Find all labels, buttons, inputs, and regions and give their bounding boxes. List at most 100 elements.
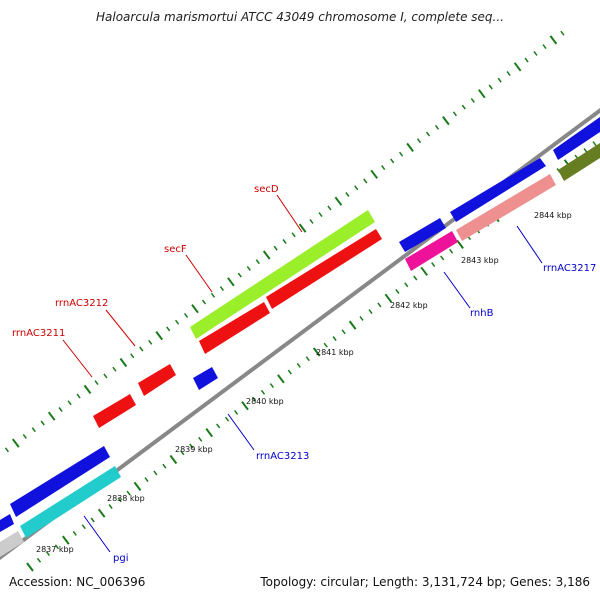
tick-mark — [296, 362, 301, 368]
tick-mark — [227, 277, 235, 287]
tick-mark — [327, 205, 332, 211]
feature-rrnAC3213 — [193, 367, 218, 390]
scale-label: 2838 kbp — [107, 494, 145, 503]
tick-mark — [477, 89, 486, 99]
tick-mark — [440, 255, 445, 261]
tick-mark — [488, 84, 493, 90]
tick-mark — [112, 366, 117, 372]
tick-mark — [542, 44, 547, 50]
tick-mark — [45, 551, 51, 557]
tick-mark — [318, 212, 323, 218]
tick-mark — [413, 275, 418, 281]
scale-label: 2840 kbp — [246, 397, 284, 406]
tick-mark — [166, 326, 171, 332]
tick-mark — [225, 416, 230, 422]
tick-mark — [513, 62, 522, 72]
tick-mark — [370, 169, 379, 179]
feature-gray — [0, 531, 24, 557]
scale-label: 2844 kbp — [534, 211, 572, 220]
tick-mark — [323, 342, 328, 348]
tick-mark — [144, 477, 149, 483]
feature-blue-top-small — [399, 218, 446, 252]
feature-secD — [190, 210, 375, 339]
tick-mark — [241, 401, 249, 411]
tick-mark — [341, 329, 346, 335]
gene-label-rrnAC3212: rrnAC3212 — [55, 298, 108, 309]
tick-mark — [255, 259, 260, 265]
tick-mark — [31, 427, 36, 433]
tick-mark — [461, 104, 466, 110]
feature-rrnAC3217 — [456, 174, 556, 241]
tick-mark — [119, 357, 128, 368]
tick-mark — [404, 282, 409, 288]
tick-mark — [431, 262, 436, 268]
tick-mark — [334, 196, 343, 206]
tick-mark — [162, 463, 167, 469]
tick-mark — [449, 248, 454, 254]
tick-mark — [198, 436, 203, 442]
tick-mark — [175, 319, 180, 325]
feature-red-left-long — [199, 302, 270, 354]
feature-blue-upper-right — [553, 117, 600, 160]
tick-mark — [332, 336, 337, 341]
tick-mark — [262, 250, 271, 260]
tick-mark — [26, 562, 34, 572]
tick-mark — [67, 400, 72, 406]
gene-label-rrnAC3213: rrnAC3213 — [256, 451, 309, 462]
tick-mark — [377, 302, 382, 308]
leader-lines — [62, 194, 543, 553]
tick-mark — [277, 374, 285, 384]
tick-mark — [90, 517, 95, 523]
tick-mark — [184, 312, 189, 318]
scale-label: 2841 kbp — [316, 348, 354, 357]
tick-mark — [354, 185, 359, 191]
tick-mark — [452, 111, 457, 117]
tick-mark — [130, 353, 135, 359]
tick-mark — [234, 409, 239, 415]
tick-mark — [345, 192, 350, 197]
tick-mark — [260, 389, 266, 395]
tick-mark — [282, 239, 287, 244]
map-title: Haloarcula marismortui ATCC 43049 chromo… — [96, 10, 504, 24]
tick-mark — [291, 232, 296, 238]
tick-mark — [97, 508, 106, 518]
gene-label-rnhB: rnhB — [470, 308, 494, 319]
tick-mark — [103, 373, 108, 379]
tick-mark — [61, 535, 70, 545]
gene-label-rrnAC3211: rrnAC3211 — [12, 328, 65, 339]
tick-mark — [251, 396, 257, 402]
tick-mark — [359, 315, 364, 321]
tick-mark — [4, 447, 9, 453]
tick-mark — [305, 356, 310, 362]
gene-label-secF: secF — [164, 244, 187, 255]
tick-mark — [72, 530, 77, 536]
tick-mark — [524, 57, 529, 63]
scale-label: 2837 kbp — [36, 545, 74, 554]
tick-mark — [395, 289, 400, 294]
tick-mark — [442, 115, 450, 126]
feature-blue-top-right — [450, 158, 546, 222]
tick-mark — [54, 544, 60, 550]
tick-mark — [76, 393, 81, 399]
tick-mark — [117, 497, 122, 503]
tick-mark — [108, 504, 113, 509]
accession-text: Accession: NC_006396 — [9, 575, 146, 589]
tick-mark — [287, 369, 292, 375]
tick-mark — [155, 331, 163, 341]
tick-mark — [425, 131, 431, 137]
tick-mark — [506, 71, 511, 76]
tick-mark — [81, 524, 86, 530]
tick-mark — [47, 411, 56, 421]
tick-mark — [399, 151, 404, 157]
tick-mark — [58, 407, 63, 412]
feature-secF — [266, 229, 382, 309]
tick-mark — [148, 339, 153, 345]
tick-mark — [384, 293, 393, 303]
tick-mark — [189, 443, 194, 449]
tick-mark — [191, 304, 199, 314]
tick-mark — [205, 428, 213, 438]
tick-mark — [36, 557, 42, 563]
tick-mark — [368, 309, 373, 315]
feature-pgi — [20, 466, 121, 538]
feature-rrnAC3212 — [138, 364, 176, 396]
